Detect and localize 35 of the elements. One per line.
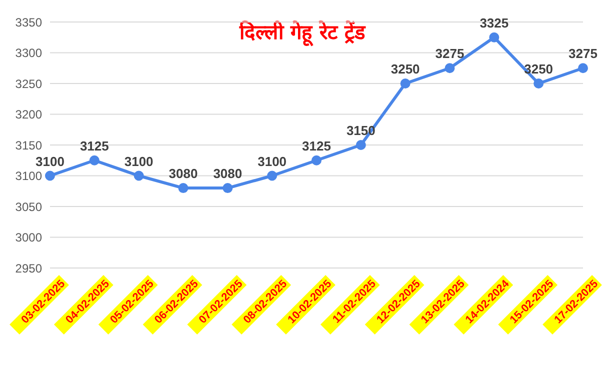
point — [400, 78, 410, 88]
data-label: 3275 — [568, 46, 598, 62]
point — [312, 155, 322, 166]
y-tick-label: 3150 — [15, 138, 42, 152]
y-tick-label: 3050 — [15, 200, 42, 214]
data-label: 3125 — [302, 138, 331, 154]
point — [534, 78, 544, 88]
point — [267, 170, 278, 181]
data-label: 3080 — [213, 166, 242, 182]
data-label: 3100 — [124, 154, 154, 169]
point — [222, 183, 233, 194]
y-tick-label: 3100 — [15, 169, 42, 184]
point — [444, 63, 455, 74]
data-label: 3250 — [390, 62, 420, 76]
data-label: 3080 — [168, 166, 198, 182]
y-tick-label: 3300 — [15, 46, 42, 60]
point — [89, 155, 100, 166]
point — [489, 32, 500, 42]
point — [178, 183, 188, 194]
y-tick-label: 3250 — [15, 76, 42, 91]
point — [578, 63, 588, 74]
data-label: 3250 — [524, 62, 554, 76]
data-label: 3125 — [80, 138, 109, 154]
data-label: 3325 — [480, 15, 509, 30]
y-tick-label: 3200 — [15, 108, 42, 122]
data-label: 3100 — [36, 154, 64, 169]
point — [45, 170, 55, 181]
y-tick-label: 2950 — [15, 261, 42, 276]
chart-title: दिल्ली गेहू रेट ट्रेंड — [240, 20, 366, 44]
y-tick-label: 3000 — [15, 230, 42, 245]
point — [134, 170, 144, 181]
data-label: 3100 — [258, 154, 287, 169]
y-tick-label: 3350 — [15, 15, 42, 30]
data-label: 3275 — [435, 46, 464, 62]
point — [356, 140, 366, 150]
